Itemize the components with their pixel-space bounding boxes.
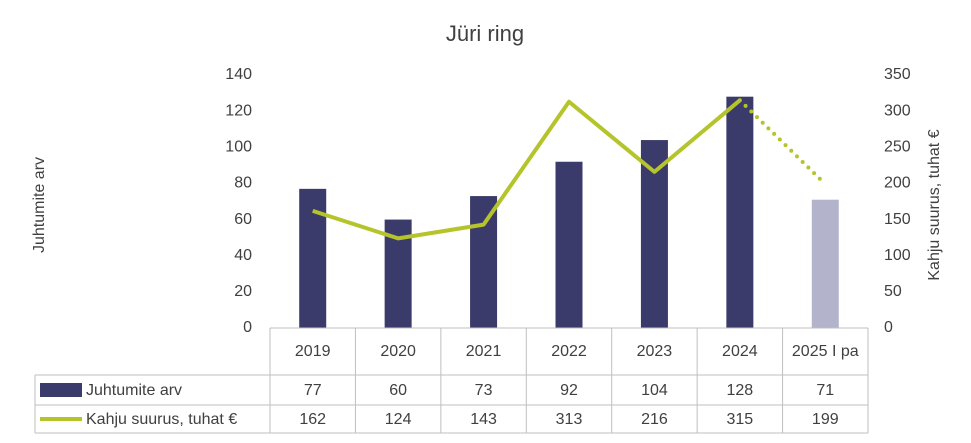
y2-tick-label: 50 [884, 283, 902, 300]
table-value: 104 [641, 382, 668, 399]
y2-tick-label: 200 [884, 175, 911, 192]
x-tick-label: 2023 [636, 343, 673, 360]
y2-axis-title: Kahju suurus, tuhat € [926, 129, 943, 280]
y2-tick-label: 250 [884, 139, 911, 156]
table-value: 128 [727, 382, 754, 399]
chart-title: Jüri ring [446, 21, 524, 46]
table-value: 60 [389, 382, 407, 399]
bar [470, 196, 498, 328]
table-value: 124 [385, 411, 412, 428]
y2-tick-label: 300 [884, 102, 911, 119]
y-tick-label: 0 [243, 319, 252, 336]
line [312, 98, 742, 241]
table-value: 92 [560, 382, 578, 399]
x-tick-label: 2019 [294, 343, 331, 360]
bar [299, 188, 327, 328]
y-tick-label: 120 [225, 102, 252, 119]
table-value: 313 [556, 411, 583, 428]
y2-tick-label: 100 [884, 247, 911, 264]
table-value: 77 [304, 382, 322, 399]
bar [555, 161, 583, 328]
table-value: 143 [470, 411, 497, 428]
bar [726, 96, 754, 328]
bar [811, 199, 839, 328]
legend-key [40, 383, 82, 397]
y-tick-label: 80 [234, 175, 252, 192]
table-value: 216 [641, 411, 668, 428]
y2-tick-label: 0 [884, 319, 893, 336]
bar [640, 140, 668, 328]
table-value: 199 [812, 411, 839, 428]
y-tick-label: 60 [234, 211, 252, 228]
table-value: 162 [299, 411, 326, 428]
y-tick-label: 20 [234, 283, 252, 300]
table-value: 315 [727, 411, 754, 428]
y-axis-title: Juhtumite arv [31, 157, 48, 253]
table-value: 73 [475, 382, 493, 399]
table-value: 71 [816, 382, 834, 399]
legend-label: Kahju suurus, tuhat € [86, 411, 237, 428]
x-tick-label: 2020 [380, 343, 416, 360]
y2-tick-label: 150 [884, 211, 911, 228]
x-tick-label: 2025 I pa [791, 343, 859, 360]
y-tick-label: 100 [225, 139, 252, 156]
x-tick-label: 2024 [722, 343, 758, 360]
y2-tick-label: 350 [884, 66, 911, 83]
y-tick-label: 140 [225, 66, 252, 83]
x-tick-label: 2022 [551, 343, 587, 360]
y-tick-label: 40 [234, 247, 252, 264]
legend-label: Juhtumite arv [86, 382, 182, 399]
x-tick-label: 2021 [465, 343, 502, 360]
